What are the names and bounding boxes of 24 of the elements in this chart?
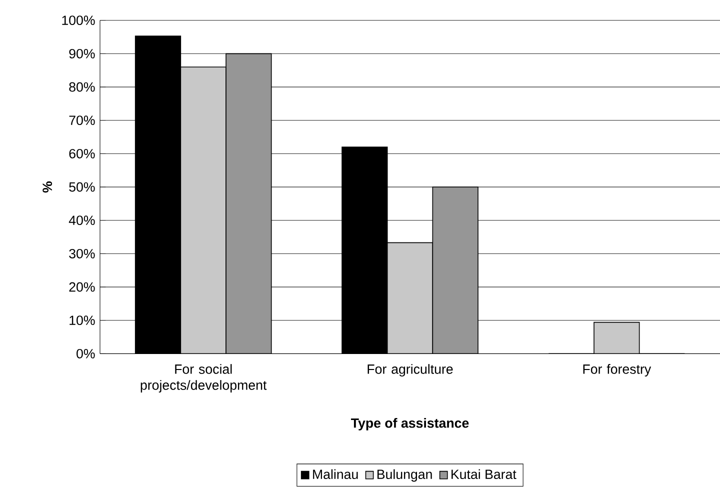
y-tick-label: 60% [69, 148, 95, 158]
legend-label: Bulungan [377, 469, 432, 482]
bar [180, 66, 226, 354]
x-tick-label: For agriculture [368, 364, 453, 376]
bar [594, 322, 640, 354]
x-axis-title: Type of assistance [350, 418, 469, 430]
y-tick-label: 20% [69, 282, 95, 292]
y-tick-label: 30% [69, 248, 95, 258]
y-tick-label: 50% [69, 182, 95, 192]
y-tick-label: 70% [69, 116, 95, 126]
y-tick-label: 40% [68, 216, 95, 226]
y-axis-title: % [42, 181, 52, 193]
legend-label: Malinau [313, 469, 358, 480]
y-tick-label: 100% [62, 16, 95, 26]
bar [432, 186, 478, 354]
x-tick-label: For social projects/development [140, 364, 267, 392]
bar [226, 53, 272, 354]
x-tick-label: For forestry [583, 364, 652, 376]
y-tick-label: 80% [69, 82, 95, 92]
y-tick-label: 10% [70, 316, 95, 326]
bar [386, 242, 434, 354]
y-tick-label: 0% [76, 348, 95, 358]
y-tick-label: 90% [69, 48, 95, 58]
legend-label: Kutai Barat [452, 469, 516, 480]
